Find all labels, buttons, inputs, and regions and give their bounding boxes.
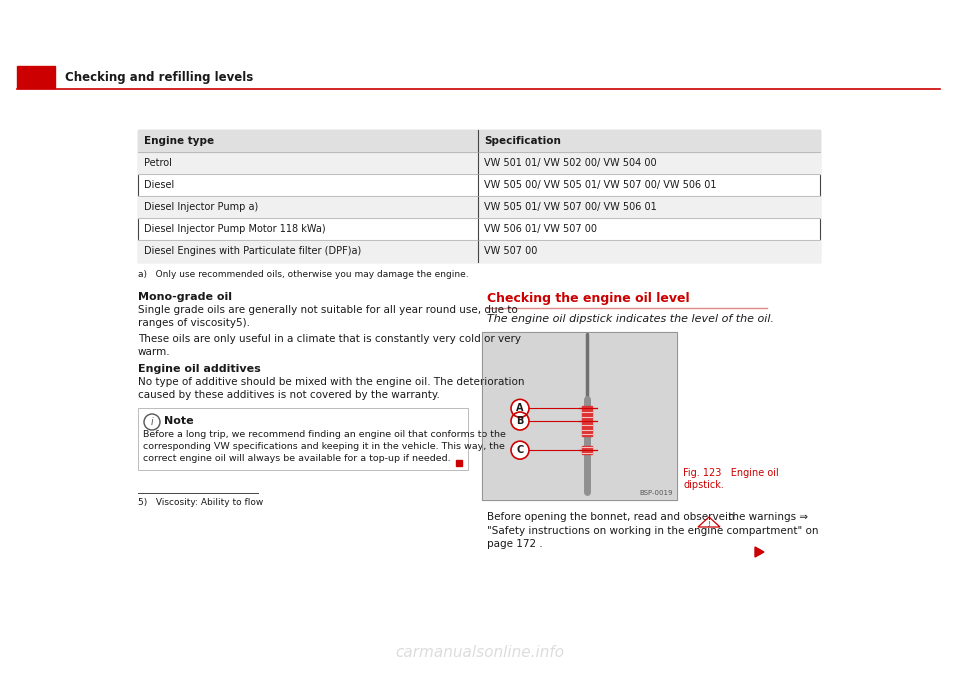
Text: No type of additive should be mixed with the engine oil. The deterioration
cause: No type of additive should be mixed with… bbox=[138, 377, 524, 400]
Text: 5)   Viscosity: Ability to flow: 5) Viscosity: Ability to flow bbox=[138, 498, 263, 507]
Text: VW 505 01/ VW 507 00/ VW 506 01: VW 505 01/ VW 507 00/ VW 506 01 bbox=[484, 202, 657, 212]
Text: These oils are only useful in a climate that is constantly very cold or very
war: These oils are only useful in a climate … bbox=[138, 334, 521, 357]
Text: VW 501 01/ VW 502 00/ VW 504 00: VW 501 01/ VW 502 00/ VW 504 00 bbox=[484, 158, 657, 168]
Bar bbox=[482, 332, 677, 500]
Text: Diesel Injector Pump Motor 118 kWa): Diesel Injector Pump Motor 118 kWa) bbox=[144, 224, 325, 234]
Text: Mono-grade oil: Mono-grade oil bbox=[138, 292, 232, 302]
Text: Diesel Engines with Particulate filter (DPF)a): Diesel Engines with Particulate filter (… bbox=[144, 246, 361, 256]
Text: C: C bbox=[516, 445, 523, 455]
Text: i: i bbox=[151, 417, 154, 427]
Bar bbox=[456, 460, 462, 466]
Bar bbox=[582, 406, 592, 436]
Text: Before opening the bonnet, read and observe the warnings ⇒: Before opening the bonnet, read and obse… bbox=[487, 512, 808, 522]
Bar bbox=[138, 240, 820, 262]
Text: Checking and refilling levels: Checking and refilling levels bbox=[65, 71, 253, 83]
Bar bbox=[138, 130, 820, 152]
Text: Petrol: Petrol bbox=[144, 158, 172, 168]
Text: a)   Only use recommended oils, otherwise you may damage the engine.: a) Only use recommended oils, otherwise … bbox=[138, 270, 468, 279]
Text: B: B bbox=[516, 416, 524, 426]
Text: Single grade oils are generally not suitable for all year round use, due to
rang: Single grade oils are generally not suit… bbox=[138, 305, 517, 328]
Text: "Safety instructions on working in the engine compartment" on
page 172 .: "Safety instructions on working in the e… bbox=[487, 526, 819, 549]
Text: Checking the engine oil level: Checking the engine oil level bbox=[487, 292, 689, 305]
Text: Diesel Injector Pump a): Diesel Injector Pump a) bbox=[144, 202, 258, 212]
Bar bbox=[582, 446, 592, 454]
Text: Note: Note bbox=[164, 416, 194, 426]
Text: in: in bbox=[725, 512, 734, 522]
Text: BSP-0019: BSP-0019 bbox=[639, 490, 673, 496]
Text: Diesel: Diesel bbox=[144, 180, 175, 190]
Bar bbox=[138, 196, 820, 218]
Bar bbox=[138, 152, 820, 174]
Text: Engine oil additives: Engine oil additives bbox=[138, 364, 261, 374]
Text: Specification: Specification bbox=[484, 136, 561, 146]
Bar bbox=[138, 130, 820, 262]
Bar bbox=[482, 332, 677, 500]
Text: !: ! bbox=[708, 521, 710, 527]
Circle shape bbox=[511, 441, 529, 459]
Text: A: A bbox=[516, 403, 524, 414]
Text: VW 507 00: VW 507 00 bbox=[484, 246, 538, 256]
Bar bbox=[17, 66, 55, 88]
Polygon shape bbox=[755, 547, 764, 557]
Text: VW 505 00/ VW 505 01/ VW 507 00/ VW 506 01: VW 505 00/ VW 505 01/ VW 507 00/ VW 506 … bbox=[484, 180, 716, 190]
Bar bbox=[138, 408, 468, 470]
Text: Before a long trip, we recommend finding an engine oil that conforms to the
corr: Before a long trip, we recommend finding… bbox=[143, 430, 506, 462]
Text: Fig. 123   Engine oil
dipstick.: Fig. 123 Engine oil dipstick. bbox=[683, 468, 779, 490]
Text: 176: 176 bbox=[25, 72, 47, 82]
Text: Engine type: Engine type bbox=[144, 136, 214, 146]
Text: VW 506 01/ VW 507 00: VW 506 01/ VW 507 00 bbox=[484, 224, 597, 234]
Circle shape bbox=[511, 399, 529, 418]
Circle shape bbox=[511, 412, 529, 430]
Text: carmanualsonline.info: carmanualsonline.info bbox=[396, 645, 564, 660]
Text: The engine oil dipstick indicates the level of the oil.: The engine oil dipstick indicates the le… bbox=[487, 314, 774, 324]
